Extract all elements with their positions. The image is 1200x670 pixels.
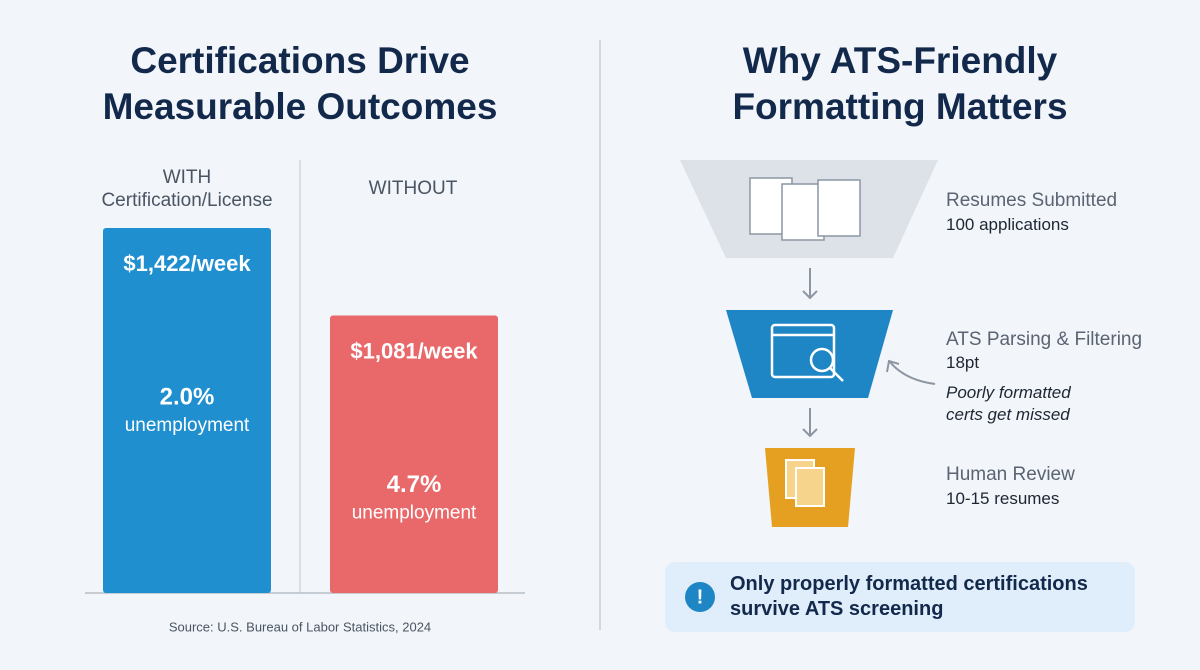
category-label: WITHOUT (368, 178, 458, 199)
stage-detail: 18pt (946, 353, 980, 372)
chart-title: Certifications Drive Measurable Outcomes (102, 40, 498, 127)
bar (103, 228, 271, 593)
category-label: WITH Certification/License (101, 167, 273, 211)
unemployment-rate: 4.7% (387, 471, 442, 498)
stage-detail: 100 applications (946, 215, 1069, 234)
arrow (802, 268, 936, 438)
search-icon (770, 323, 844, 382)
info-icon: ! (697, 586, 704, 608)
value-label: $1,422/week (123, 251, 251, 276)
stage-title: Resumes Submitted (946, 190, 1118, 211)
unemployment-rate: 2.0% (160, 383, 215, 410)
note: Poorly formatted certs get missed (946, 383, 1071, 424)
callout-box (665, 562, 1135, 632)
stage-title: Human Review (946, 464, 1075, 485)
unemployment-label: unemployment (352, 503, 477, 524)
value-label: $1,081/week (350, 338, 478, 363)
source: Source: U.S. Bureau of Labor Statistics,… (169, 619, 431, 634)
funnel-title: Why ATS-Friendly Formatting Matters (732, 40, 1068, 127)
doc-icon (749, 177, 861, 241)
stage-title: ATS Parsing & Filtering (946, 329, 1143, 350)
funnel-stage (726, 310, 893, 398)
stage-detail: 10-15 resumes (946, 489, 1060, 508)
bar (330, 315, 498, 593)
callout-text: Only properly formatted certifications s… (730, 573, 1088, 620)
doc-icon (785, 459, 825, 507)
info-icon (685, 582, 715, 612)
unemployment-label: unemployment (125, 415, 250, 436)
